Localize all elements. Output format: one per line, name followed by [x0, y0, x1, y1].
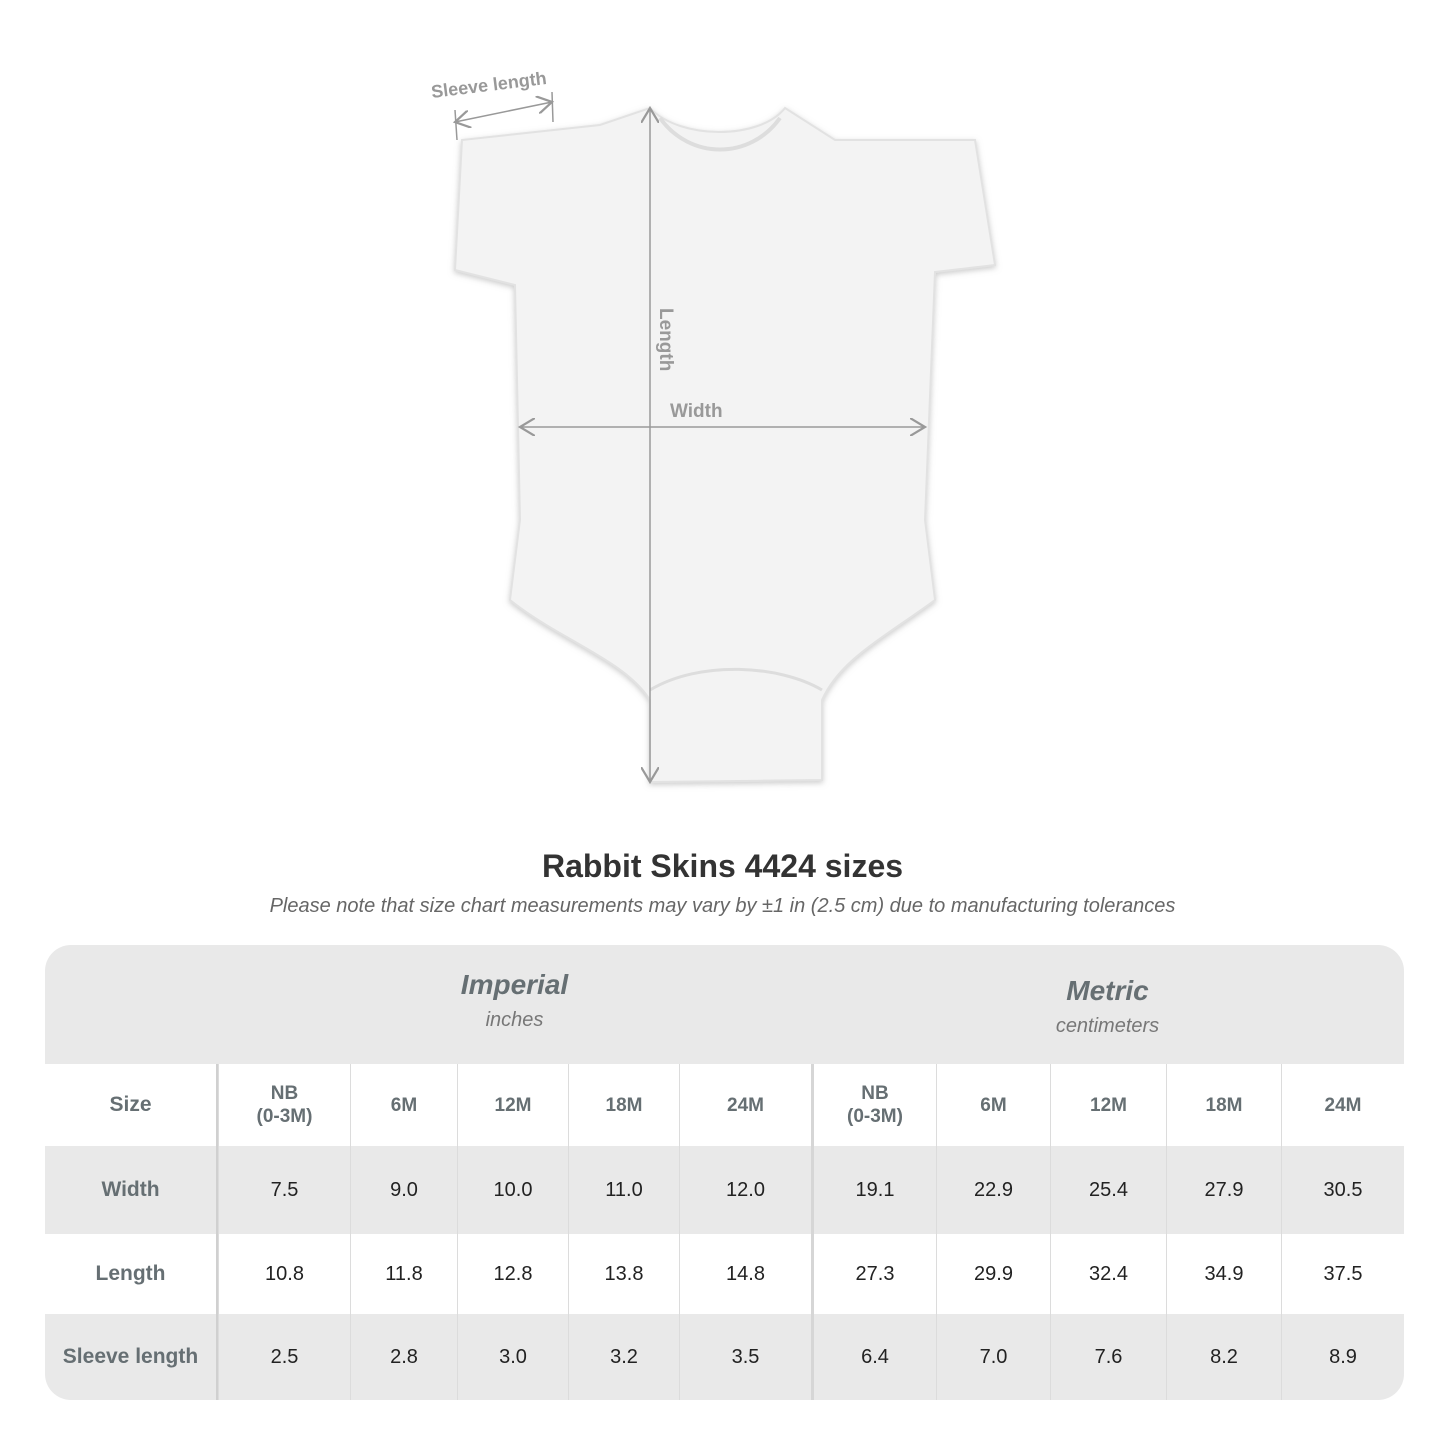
size-header: 6M	[936, 1064, 1050, 1146]
table-cell: 8.2	[1166, 1314, 1281, 1400]
metric-title: Metric	[1066, 975, 1149, 1006]
table-cell: 19.1	[811, 1146, 936, 1234]
table-cell: 32.4	[1050, 1234, 1166, 1314]
table-cell: 2.5	[218, 1314, 350, 1400]
sleeve-length-label: Sleeve length	[430, 68, 548, 102]
table-cell: 37.5	[1281, 1234, 1404, 1314]
size-header: 12M	[1050, 1064, 1166, 1146]
tolerance-note: Please note that size chart measurements…	[269, 895, 1176, 917]
table-cell: 14.8	[679, 1234, 811, 1314]
table-cell: 6.4	[811, 1314, 936, 1400]
table-row: Sleeve length 2.5 2.8 3.0 3.2 3.5 6.4 7.0 7.6 8.2…	[45, 1314, 1404, 1400]
chart-title: Rabbit Skins 4424 sizes	[541, 848, 904, 884]
size-header: 12M	[457, 1064, 568, 1146]
row-label: Width	[45, 1146, 218, 1234]
table-cell: 34.9	[1166, 1234, 1281, 1314]
sleeve-length-arrow	[455, 102, 552, 122]
table-cell: 2.8	[350, 1314, 457, 1400]
table-cell: 11.8	[350, 1234, 457, 1314]
size-header: 24M	[679, 1064, 811, 1146]
table-cell: 29.9	[936, 1234, 1050, 1314]
table-cell: 12.0	[679, 1146, 811, 1234]
table-cell: 7.0	[936, 1314, 1050, 1400]
table-cell: 3.0	[457, 1314, 568, 1400]
table-cell: 30.5	[1281, 1146, 1404, 1234]
table-cell: 3.2	[568, 1314, 679, 1400]
imperial-title: Imperial	[460, 969, 569, 1000]
size-header: NB (0-3M)	[218, 1064, 350, 1146]
table-cell: 10.0	[457, 1146, 568, 1234]
table-cell: 11.0	[568, 1146, 679, 1234]
size-table: Imperial inches Metric centimeters Size N…	[45, 945, 1404, 1400]
table-cell: 25.4	[1050, 1146, 1166, 1234]
imperial-unit: inches	[485, 1009, 544, 1031]
onesie-diagram: Sleeve length Length Width	[430, 68, 997, 820]
table-row: Width 7.5 9.0 10.0 11.0 12.0 19.1 22.9 25.4 27.9 3…	[45, 1146, 1404, 1234]
table-cell: 12.8	[457, 1234, 568, 1314]
size-header: 18M	[568, 1064, 679, 1146]
size-header: NB (0-3M)	[811, 1064, 936, 1146]
table-cell: 9.0	[350, 1146, 457, 1234]
table-row: Length 10.8 11.8 12.8 13.8 14.8 27.3 29.9 32.4 34…	[45, 1234, 1404, 1314]
table-cell: 22.9	[936, 1146, 1050, 1234]
table-cell: 13.8	[568, 1234, 679, 1314]
table-cell: 27.9	[1166, 1146, 1281, 1234]
size-header: 24M	[1281, 1064, 1404, 1146]
table-cell: 27.3	[811, 1234, 936, 1314]
table-cell: 7.5	[218, 1146, 350, 1234]
metric-unit: centimeters	[1055, 1015, 1160, 1037]
table-cell: 10.8	[218, 1234, 350, 1314]
row-label: Sleeve length	[45, 1314, 218, 1400]
length-label: Length	[655, 308, 676, 371]
table-cell: 3.5	[679, 1314, 811, 1400]
size-label: Size	[45, 1064, 218, 1146]
size-header-row: Size NB (0-3M) 6M 12M 18M 24M NB (0-3M) 6M 12M 18…	[45, 1064, 1404, 1146]
size-header: 18M	[1166, 1064, 1281, 1146]
width-label: Width	[670, 401, 723, 422]
metric-header: Metric centimeters	[811, 945, 1404, 1064]
onesie-shape	[453, 106, 997, 784]
size-header: 6M	[350, 1064, 457, 1146]
table-cell: 7.6	[1050, 1314, 1166, 1400]
table-cell: 8.9	[1281, 1314, 1404, 1400]
row-label: Length	[45, 1234, 218, 1314]
imperial-header: Imperial inches	[218, 945, 811, 1064]
